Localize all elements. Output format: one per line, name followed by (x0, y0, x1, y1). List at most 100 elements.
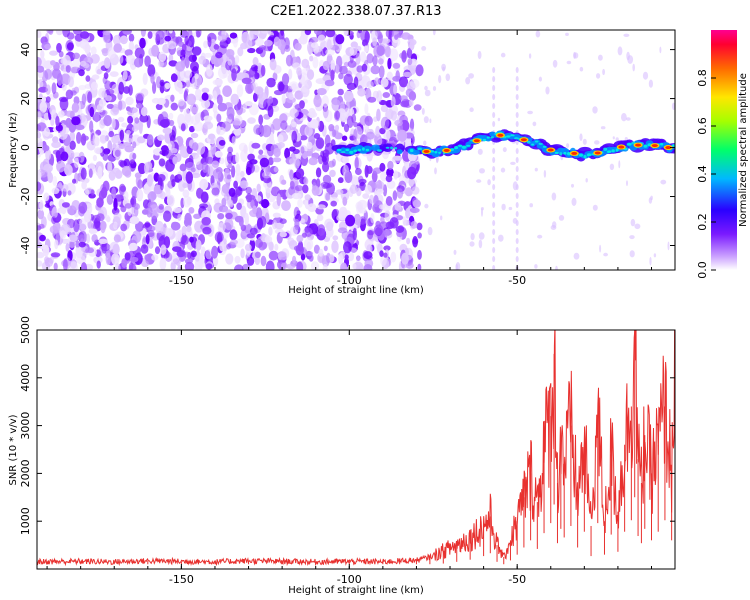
heatmap-cell (48, 30, 54, 35)
heatmap-cell (394, 34, 399, 40)
heatmap-ridge-cell (353, 149, 358, 153)
heatmap-cell (337, 227, 348, 234)
heatmap-cell (380, 77, 389, 88)
heatmap-cell (421, 46, 427, 51)
heatmap-cell (407, 166, 417, 180)
heatmap-cell (515, 67, 519, 73)
heatmap-ridge-cell (443, 148, 450, 152)
heatmap-cell (492, 94, 496, 100)
heatmap-cell (500, 167, 506, 173)
heatmap-cell (355, 45, 362, 52)
colorbar-label: Normalized spectral amplitude (738, 73, 749, 227)
heatmap-cell (515, 76, 519, 82)
heatmap-cell (492, 184, 496, 190)
heatmap-cell (253, 92, 258, 102)
heatmap-cell (136, 188, 144, 202)
heatmap-cell (429, 118, 432, 124)
heatmap-cell (288, 158, 296, 165)
heatmap-cell (630, 218, 636, 227)
heatmap-cell (157, 134, 165, 141)
x-tick-label: -150 (169, 573, 194, 586)
heatmap-cell (120, 205, 127, 213)
heatmap-cell (404, 187, 413, 197)
heatmap-cell (360, 134, 368, 145)
x-tick-label: -50 (508, 573, 526, 586)
heatmap-cell (140, 244, 149, 254)
heatmap-cell (225, 212, 233, 220)
heatmap-cell (322, 161, 330, 173)
heatmap-cell (188, 207, 195, 214)
heatmap-cell (235, 152, 240, 164)
heatmap-cell (394, 119, 403, 127)
heatmap-cell (62, 30, 71, 38)
heatmap-cell (228, 199, 234, 206)
heatmap-cell (585, 178, 588, 183)
heatmap-cell (91, 234, 98, 243)
heatmap-cell (177, 213, 182, 221)
heatmap-cell (245, 163, 255, 174)
heatmap-cell (96, 260, 101, 269)
heatmap-ridge-cell (554, 151, 559, 155)
heatmap-cell (515, 175, 519, 181)
heatmap-cell (64, 164, 73, 176)
heatmap-ridge-cell (482, 138, 487, 142)
heatmap-cell (170, 94, 175, 103)
heatmap-cell (119, 35, 128, 45)
heatmap-cell (392, 62, 401, 69)
heatmap-cell (154, 246, 161, 255)
heatmap-cell (88, 168, 93, 178)
heatmap-cell (155, 30, 165, 40)
heatmap-cell (280, 120, 288, 131)
heatmap-cell (409, 39, 415, 51)
heatmap-cell (306, 69, 315, 80)
heatmap-cell (180, 123, 186, 132)
heatmap-cell (183, 108, 191, 121)
heatmap-cell (65, 65, 71, 73)
heatmap-cell (552, 221, 557, 229)
heatmap-ridge-cell (486, 136, 490, 139)
heatmap-cell (598, 54, 603, 61)
heatmap-cell (387, 57, 392, 70)
heatmap-cell (386, 71, 393, 81)
heatmap-cell (373, 224, 384, 236)
heatmap-cell (125, 54, 136, 65)
heatmap-cell (67, 190, 72, 196)
heatmap-cell (322, 60, 330, 71)
heatmap-cell (61, 202, 70, 208)
heatmap-cell (378, 58, 384, 65)
heatmap-cell (374, 77, 380, 86)
heatmap-cell (341, 135, 348, 141)
heatmap-cell (277, 81, 285, 92)
heatmap-cell (332, 235, 339, 241)
heatmap-cell (357, 199, 368, 210)
heatmap-cell (335, 189, 344, 195)
heatmap-cell (287, 91, 294, 100)
heatmap-cell (315, 167, 322, 178)
heatmap-cell (412, 199, 421, 208)
heatmap-cell (303, 33, 308, 44)
heatmap-cell (81, 93, 87, 106)
heatmap-cell (85, 247, 95, 254)
heatmap-cell (289, 180, 295, 190)
heatmap-cell (98, 99, 107, 107)
heatmap-ridge-cell (563, 151, 567, 155)
heatmap-cell (292, 255, 297, 264)
colorbar-tick-label: 0.6 (696, 117, 709, 135)
heatmap-cell (127, 115, 134, 124)
heatmap-cell (538, 76, 543, 82)
heatmap-cell (90, 189, 95, 196)
heatmap-cell (137, 162, 147, 175)
heatmap-cell (37, 30, 42, 38)
heatmap-cell (310, 261, 320, 270)
heatmap-cell (147, 225, 156, 232)
heatmap-ridge-cell (635, 143, 642, 147)
heatmap-cell (43, 192, 50, 202)
heatmap-cell (406, 237, 411, 245)
heatmap-cell (515, 220, 519, 226)
heatmap-cell (130, 198, 135, 206)
heatmap-cell (612, 136, 615, 140)
heatmap-cell (313, 133, 321, 139)
heatmap-cell (186, 93, 197, 106)
heatmap-cell (599, 244, 602, 253)
heatmap-cell (354, 156, 359, 170)
